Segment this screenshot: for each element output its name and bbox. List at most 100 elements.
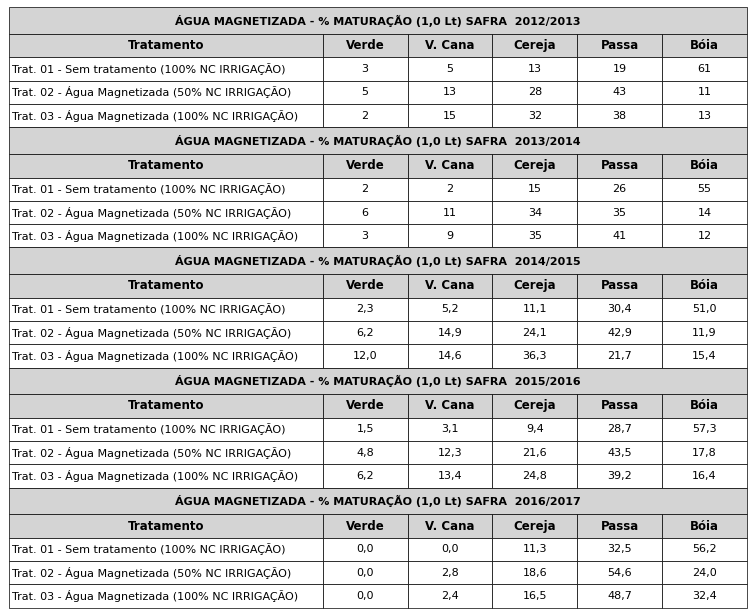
Bar (323, 81, 407, 104)
Bar (407, 418, 492, 441)
Bar (407, 298, 492, 321)
Bar (9, 321, 323, 344)
Bar (662, 274, 747, 298)
Text: Passa: Passa (600, 279, 639, 293)
Bar (407, 394, 492, 418)
Bar (9, 418, 323, 441)
Text: 39,2: 39,2 (607, 471, 632, 481)
Text: Trat. 03 - Água Magnetizada (100% NC IRRIGAÇÃO): Trat. 03 - Água Magnetizada (100% NC IRR… (12, 470, 298, 482)
Text: 11: 11 (698, 87, 711, 97)
Bar (492, 81, 578, 104)
Bar (662, 321, 747, 344)
Text: 15: 15 (528, 184, 542, 194)
Bar (323, 298, 407, 321)
Text: 57,3: 57,3 (692, 424, 717, 434)
Text: 11,3: 11,3 (522, 544, 547, 554)
Text: Trat. 01 - Sem tratamento (100% NC IRRIGAÇÃO): Trat. 01 - Sem tratamento (100% NC IRRIG… (12, 183, 286, 195)
Text: Passa: Passa (600, 520, 639, 533)
Text: 12,0: 12,0 (353, 351, 377, 361)
Bar (662, 201, 747, 224)
Text: Cereja: Cereja (513, 39, 556, 52)
Text: 11,1: 11,1 (522, 304, 547, 314)
Bar (662, 561, 747, 584)
Bar (662, 298, 747, 321)
Bar (578, 154, 662, 178)
Text: 1,5: 1,5 (356, 424, 373, 434)
Bar (407, 584, 492, 608)
Text: Passa: Passa (600, 39, 639, 52)
Bar (9, 247, 747, 274)
Bar (578, 561, 662, 584)
Text: Cereja: Cereja (513, 520, 556, 533)
Bar (662, 441, 747, 464)
Bar (323, 104, 407, 127)
Bar (492, 344, 578, 368)
Text: ÁGUA MAGNETIZADA - % MATURAÇÃO (1,0 Lt) SAFRA  2014/2015: ÁGUA MAGNETIZADA - % MATURAÇÃO (1,0 Lt) … (175, 255, 581, 267)
Text: Verde: Verde (345, 279, 385, 293)
Bar (9, 488, 747, 514)
Text: 36,3: 36,3 (522, 351, 547, 361)
Text: V. Cana: V. Cana (425, 39, 475, 52)
Bar (407, 344, 492, 368)
Text: 30,4: 30,4 (607, 304, 632, 314)
Text: V. Cana: V. Cana (425, 520, 475, 533)
Bar (323, 464, 407, 488)
Bar (578, 104, 662, 127)
Text: ÁGUA MAGNETIZADA - % MATURAÇÃO (1,0 Lt) SAFRA  2015/2016: ÁGUA MAGNETIZADA - % MATURAÇÃO (1,0 Lt) … (175, 375, 581, 387)
Text: 6,2: 6,2 (356, 328, 374, 338)
Text: Trat. 01 - Sem tratamento (100% NC IRRIGAÇÃO): Trat. 01 - Sem tratamento (100% NC IRRIG… (12, 423, 286, 435)
Bar (578, 201, 662, 224)
Text: 18,6: 18,6 (522, 568, 547, 577)
Bar (323, 154, 407, 178)
Text: 2,3: 2,3 (356, 304, 374, 314)
Bar (9, 298, 323, 321)
Bar (9, 127, 747, 154)
Bar (9, 441, 323, 464)
Bar (407, 81, 492, 104)
Bar (9, 154, 323, 178)
Text: Trat. 03 - Água Magnetizada (100% NC IRRIGAÇÃO): Trat. 03 - Água Magnetizada (100% NC IRR… (12, 590, 298, 602)
Text: Bóia: Bóia (690, 400, 719, 413)
Text: 34: 34 (528, 207, 542, 218)
Text: Trat. 02 - Água Magnetizada (50% NC IRRIGAÇÃO): Trat. 02 - Água Magnetizada (50% NC IRRI… (12, 446, 291, 459)
Bar (662, 224, 747, 247)
Text: Verde: Verde (345, 39, 385, 52)
Bar (407, 34, 492, 57)
Text: Cereja: Cereja (513, 159, 556, 172)
Text: 3,1: 3,1 (442, 424, 459, 434)
Text: 13: 13 (443, 87, 457, 97)
Text: 2: 2 (446, 184, 454, 194)
Text: Trat. 01 - Sem tratamento (100% NC IRRIGAÇÃO): Trat. 01 - Sem tratamento (100% NC IRRIG… (12, 544, 286, 555)
Bar (492, 274, 578, 298)
Text: Tratamento: Tratamento (128, 39, 204, 52)
Bar (407, 561, 492, 584)
Text: 43,5: 43,5 (607, 448, 632, 458)
Bar (323, 584, 407, 608)
Text: Trat. 02 - Água Magnetizada (50% NC IRRIGAÇÃO): Trat. 02 - Água Magnetizada (50% NC IRRI… (12, 87, 291, 98)
Bar (323, 224, 407, 247)
Bar (9, 81, 323, 104)
Text: 21,7: 21,7 (607, 351, 632, 361)
Bar (407, 274, 492, 298)
Bar (323, 57, 407, 81)
Text: Tratamento: Tratamento (128, 159, 204, 172)
Bar (492, 224, 578, 247)
Text: 12: 12 (698, 231, 711, 241)
Bar (323, 418, 407, 441)
Text: Trat. 02 - Água Magnetizada (50% NC IRRIGAÇÃO): Trat. 02 - Água Magnetizada (50% NC IRRI… (12, 566, 291, 579)
Bar (662, 464, 747, 488)
Text: 0,0: 0,0 (356, 568, 373, 577)
Text: 2,4: 2,4 (441, 591, 459, 601)
Bar (578, 34, 662, 57)
Text: 12,3: 12,3 (438, 448, 462, 458)
Bar (662, 104, 747, 127)
Text: 5,2: 5,2 (442, 304, 459, 314)
Bar (662, 344, 747, 368)
Text: 11,9: 11,9 (692, 328, 717, 338)
Bar (578, 344, 662, 368)
Bar (492, 298, 578, 321)
Bar (662, 584, 747, 608)
Text: 15: 15 (443, 111, 457, 121)
Text: Trat. 01 - Sem tratamento (100% NC IRRIGAÇÃO): Trat. 01 - Sem tratamento (100% NC IRRIG… (12, 63, 286, 75)
Bar (9, 368, 747, 394)
